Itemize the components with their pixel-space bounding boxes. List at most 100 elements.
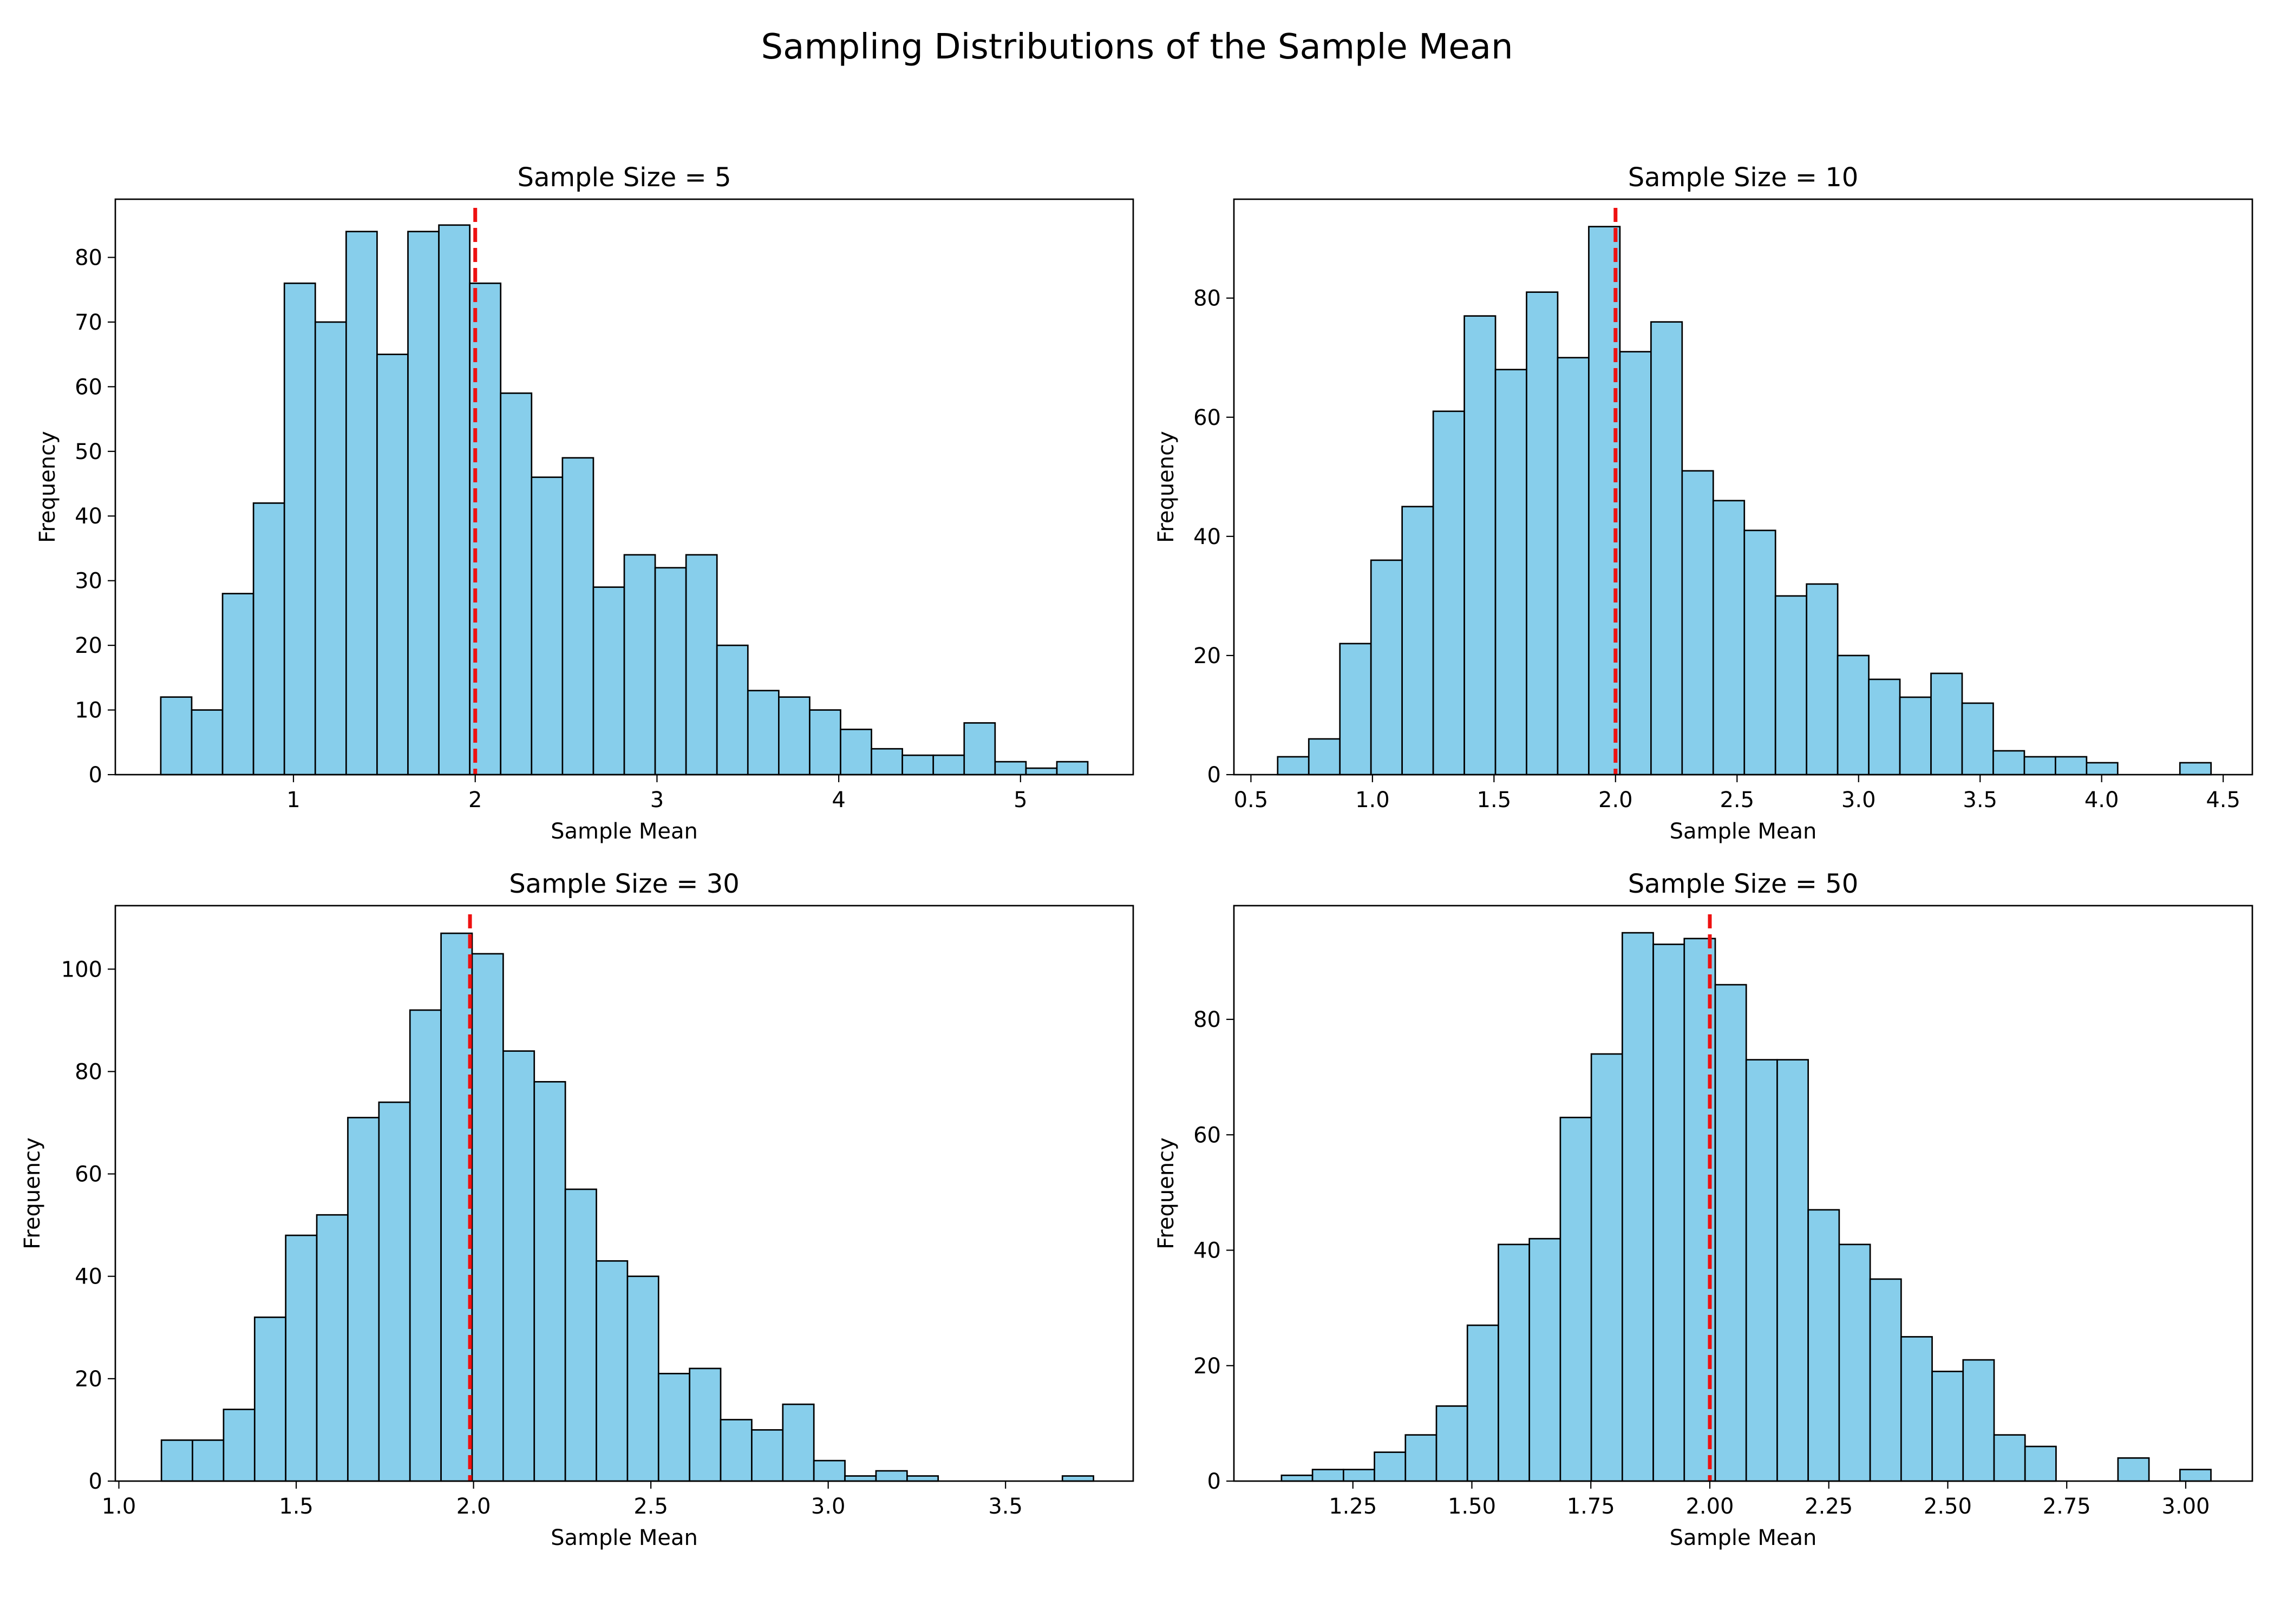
histogram-bar bbox=[1619, 351, 1652, 776]
histogram-bar bbox=[438, 224, 471, 776]
histogram-bar bbox=[1528, 1237, 1561, 1482]
x-tick-label: 1.5 bbox=[279, 1494, 313, 1519]
histogram-bar bbox=[376, 353, 409, 776]
histogram-bar bbox=[1712, 500, 1746, 776]
y-tick-label: 60 bbox=[1193, 1123, 1221, 1148]
subplot-2: 0.5 1.0 1.5 2.0 2.5 3.0 3.5 4.0 4.5 0 20 40 60 80 Samp… bbox=[1154, 162, 2253, 844]
x-tick-label: 3.0 bbox=[1841, 788, 1876, 813]
x-tick-label: 1.0 bbox=[1355, 788, 1390, 813]
histogram-bar bbox=[747, 690, 780, 776]
histogram-bar bbox=[901, 754, 935, 776]
histogram-bar bbox=[1590, 1053, 1623, 1482]
histogram-bar bbox=[1652, 944, 1685, 1482]
histogram-bar bbox=[751, 1429, 784, 1482]
histogram-bar bbox=[502, 1050, 535, 1482]
x-tick-label: 2.5 bbox=[1720, 788, 1754, 813]
y-tick-label: 60 bbox=[75, 375, 102, 400]
x-tick-label: 3.0 bbox=[811, 1494, 846, 1519]
axes-frame bbox=[1233, 905, 2253, 1482]
x-tick-label: 2.0 bbox=[456, 1494, 491, 1519]
histogram-bar bbox=[1621, 932, 1654, 1482]
histogram-bar bbox=[1401, 506, 1434, 776]
histogram-bar bbox=[1869, 1278, 1902, 1482]
histogram-bar bbox=[1992, 750, 2025, 776]
histogram-bar bbox=[1432, 410, 1465, 776]
histogram-bar bbox=[160, 1439, 193, 1482]
subplot-title: Sample Size = 30 bbox=[509, 869, 740, 899]
histogram-bar bbox=[1526, 291, 1559, 776]
histogram-bar bbox=[561, 457, 594, 776]
histogram-bar bbox=[1370, 559, 1403, 776]
x-axis-label: Sample Mean bbox=[551, 819, 698, 844]
histogram-bar bbox=[2117, 1457, 2150, 1482]
x-tick-label: 2.50 bbox=[1924, 1494, 1972, 1519]
x-tick-label: 1.75 bbox=[1567, 1494, 1615, 1519]
histogram-bar bbox=[2179, 1469, 2212, 1482]
y-tick-label: 70 bbox=[75, 310, 102, 335]
x-tick-label: 4.0 bbox=[2084, 788, 2119, 813]
histogram-bar bbox=[813, 1459, 846, 1482]
histogram-bar bbox=[1899, 696, 1932, 776]
histogram-bar bbox=[782, 1403, 815, 1482]
histogram-bar bbox=[1435, 1405, 1468, 1482]
histogram-bar bbox=[1277, 756, 1310, 776]
y-tick-label: 20 bbox=[1193, 1354, 1221, 1379]
histogram-bar bbox=[840, 729, 872, 776]
histogram-bar bbox=[1404, 1434, 1437, 1482]
histogram-bar bbox=[409, 1009, 442, 1482]
histogram-bar bbox=[871, 748, 903, 776]
x-tick-label: 2.5 bbox=[633, 1494, 668, 1519]
histogram-bar bbox=[689, 1367, 722, 1482]
x-tick-label: 3.5 bbox=[1963, 788, 1997, 813]
histogram-bar bbox=[316, 1214, 349, 1482]
x-tick-label: 4.5 bbox=[2206, 788, 2240, 813]
y-tick-label: 10 bbox=[75, 698, 102, 723]
histogram-bar bbox=[223, 1409, 256, 1482]
histogram-bar bbox=[407, 231, 440, 776]
y-tick-label: 0 bbox=[89, 763, 102, 788]
histogram-bar bbox=[654, 567, 687, 776]
x-axis-label: Sample Mean bbox=[551, 1525, 698, 1550]
histogram-bar bbox=[564, 1188, 597, 1482]
y-tick-label: 0 bbox=[1207, 763, 1221, 788]
histogram-bar bbox=[875, 1470, 908, 1482]
y-axis-label: Frequency bbox=[35, 431, 60, 543]
histogram-bar bbox=[1494, 369, 1527, 776]
histogram-bar bbox=[191, 709, 224, 776]
histogram-bar bbox=[1807, 1209, 1840, 1482]
histogram-bar bbox=[906, 1475, 939, 1482]
y-tick-label: 20 bbox=[75, 1367, 102, 1392]
histogram-bar bbox=[596, 1260, 629, 1482]
histogram-bar bbox=[1025, 767, 1058, 776]
histogram-bar bbox=[1280, 1474, 1314, 1482]
histogram-bar bbox=[1308, 738, 1341, 776]
histogram-bar bbox=[1776, 1059, 1809, 1482]
x-tick-label: 2.0 bbox=[1598, 788, 1633, 813]
histogram-bar bbox=[1931, 1371, 1964, 1482]
y-tick-label: 20 bbox=[75, 633, 102, 658]
y-tick-label: 80 bbox=[75, 1059, 102, 1084]
histogram-bar bbox=[285, 1234, 318, 1482]
y-tick-label: 80 bbox=[75, 245, 102, 270]
histogram-bar bbox=[994, 761, 1027, 776]
histogram-bar bbox=[500, 392, 533, 776]
y-axis-label: Frequency bbox=[1154, 1137, 1179, 1249]
axes-frame bbox=[114, 905, 1134, 1482]
histogram-bar bbox=[1466, 1324, 1499, 1482]
x-tick-label: 2.00 bbox=[1685, 1494, 1734, 1519]
histogram-bar bbox=[1806, 583, 1839, 776]
y-tick-label: 50 bbox=[75, 440, 102, 464]
histogram-bar bbox=[1900, 1336, 1933, 1482]
histogram-bar bbox=[2086, 762, 2119, 776]
histogram-bar bbox=[2055, 756, 2088, 776]
x-tick-label: 1.0 bbox=[102, 1494, 136, 1519]
histogram-bar bbox=[1374, 1451, 1407, 1482]
histogram-bar bbox=[471, 953, 504, 1482]
histogram-bar bbox=[1463, 315, 1497, 776]
y-tick-label: 80 bbox=[1193, 286, 1221, 311]
histogram-bar bbox=[1681, 470, 1714, 776]
histogram-bar bbox=[1774, 595, 1808, 776]
histogram-bar bbox=[844, 1475, 877, 1482]
